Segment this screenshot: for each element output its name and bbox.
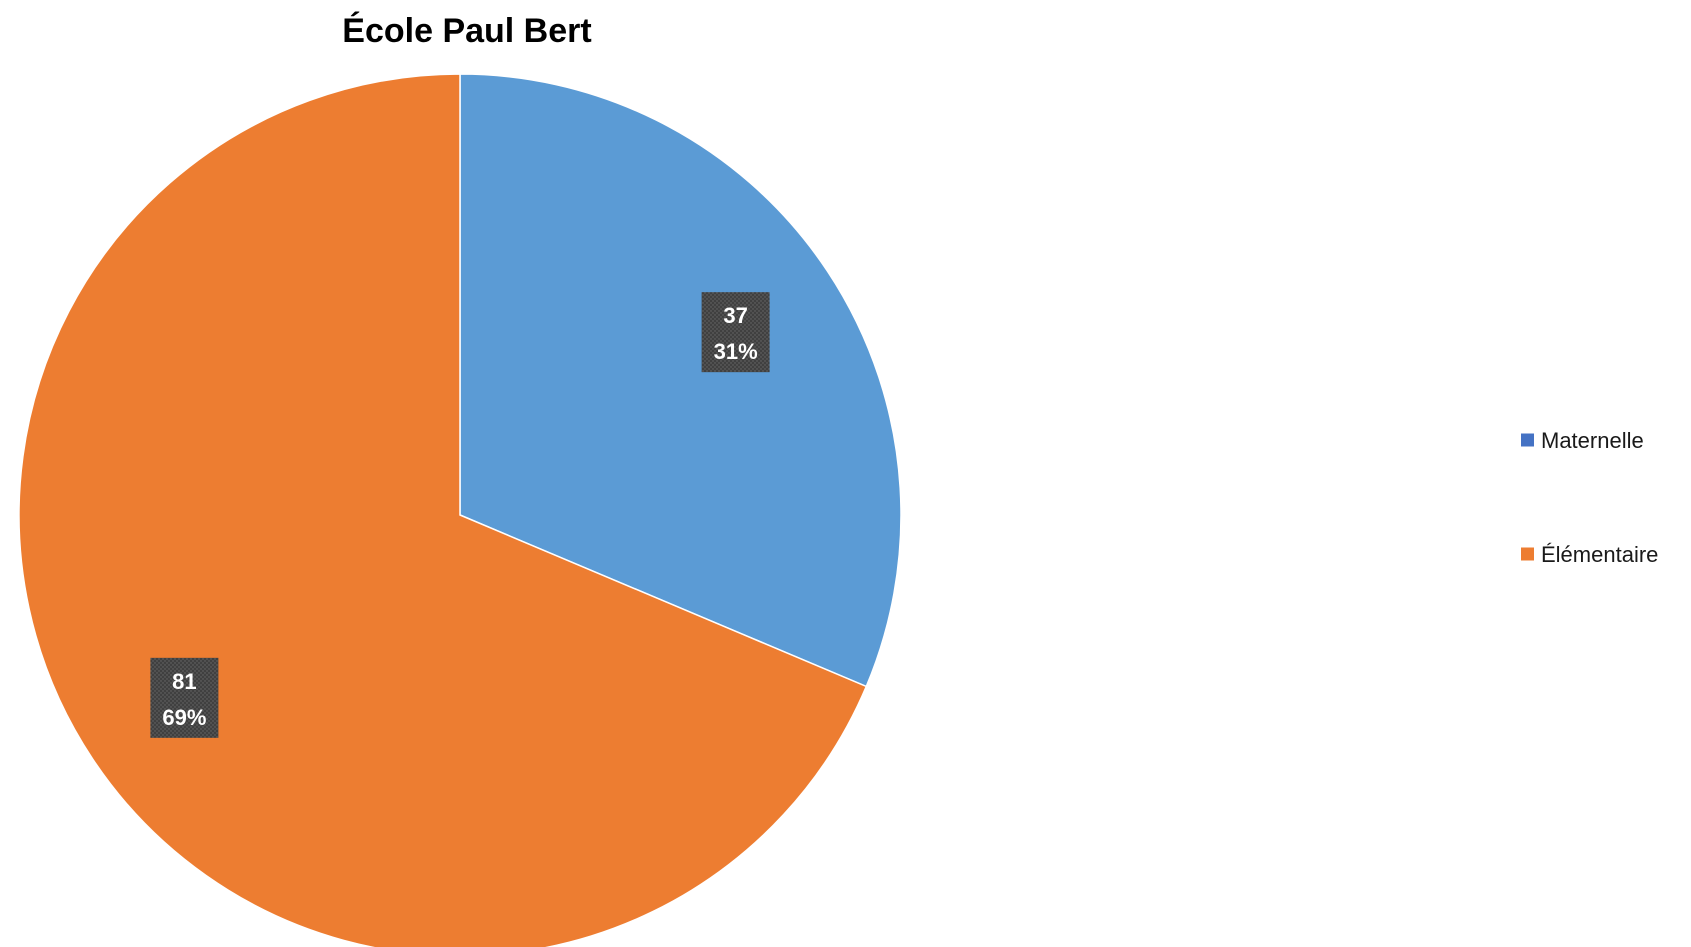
data-label-box (701, 292, 770, 373)
data-label-percent: 31% (714, 339, 758, 364)
legend-swatch (1521, 547, 1534, 561)
pie-slice-elementaire (18, 73, 868, 947)
legend: Maternelle Élémentaire (1521, 428, 1658, 567)
pie-slice-maternelle (459, 73, 902, 688)
data-label-box (150, 657, 219, 738)
data-label-value: 81 (172, 669, 196, 694)
legend-item-maternelle: Maternelle (1521, 428, 1644, 453)
legend-item-elementaire: Élémentaire (1521, 542, 1658, 567)
data-label-percent: 69% (162, 705, 206, 730)
legend-label: Élémentaire (1541, 542, 1658, 567)
pie-slices (18, 73, 902, 947)
data-label-value: 37 (723, 303, 747, 328)
legend-label: Maternelle (1541, 428, 1644, 453)
chart-title: École Paul Bert (342, 12, 591, 50)
legend-swatch (1521, 433, 1534, 447)
